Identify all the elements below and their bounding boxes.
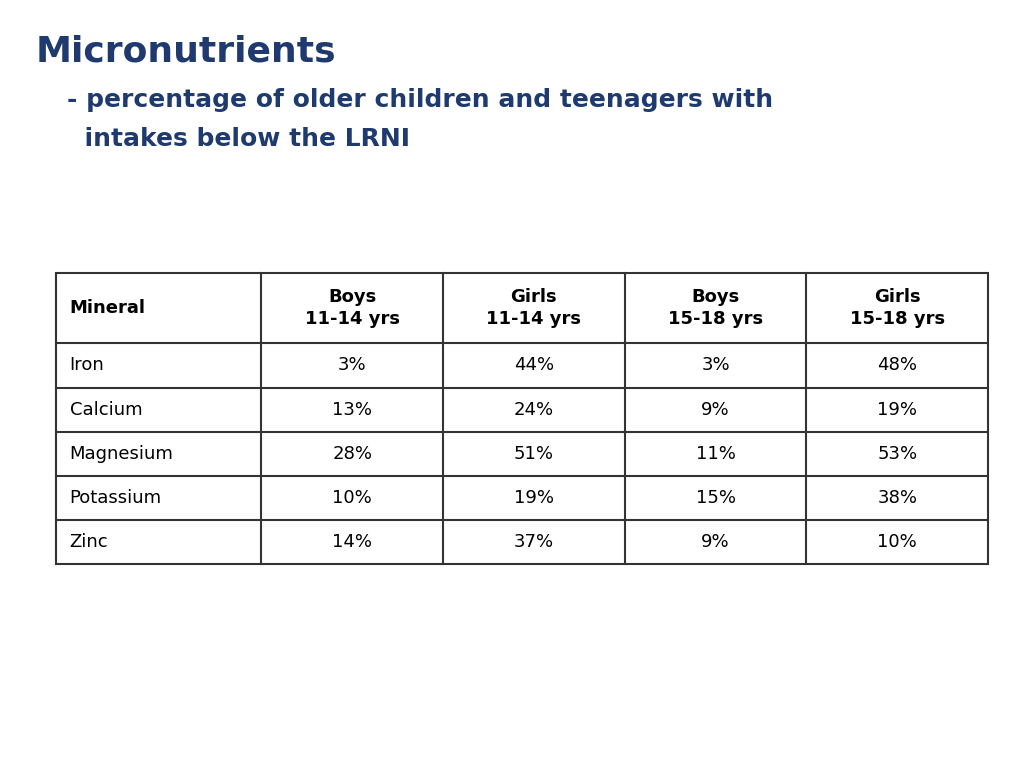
Text: Mineral: Mineral [70,299,145,317]
Text: 9%: 9% [701,533,730,551]
Text: Zinc: Zinc [70,533,109,551]
Text: 51%: 51% [514,445,554,463]
Text: 19%: 19% [514,489,554,507]
Text: Micronutrients: Micronutrients [36,35,337,68]
Text: Girls
15-18 yrs: Girls 15-18 yrs [850,288,945,328]
Text: Potassium: Potassium [70,489,162,507]
Text: 10%: 10% [878,533,918,551]
Bar [56,273,988,564]
Text: 15%: 15% [695,489,735,507]
Text: 9%: 9% [701,401,730,419]
Text: Boys
11-14 yrs: Boys 11-14 yrs [305,288,399,328]
Text: 11%: 11% [695,445,735,463]
Text: 3%: 3% [338,356,367,375]
Text: 48%: 48% [878,356,918,375]
Text: 38%: 38% [878,489,918,507]
Text: intakes below the LRNI: intakes below the LRNI [67,127,410,151]
Text: 24%: 24% [514,401,554,419]
Text: 10%: 10% [333,489,372,507]
Text: 53%: 53% [878,445,918,463]
Text: 13%: 13% [332,401,372,419]
Text: 14%: 14% [332,533,372,551]
Text: 19%: 19% [878,401,918,419]
Text: Girls
11-14 yrs: Girls 11-14 yrs [486,288,582,328]
Text: 3%: 3% [701,356,730,375]
Text: Iron: Iron [70,356,104,375]
Text: 28%: 28% [332,445,372,463]
Text: Magnesium: Magnesium [70,445,173,463]
Text: - percentage of older children and teenagers with: - percentage of older children and teena… [67,88,773,112]
Text: 44%: 44% [514,356,554,375]
Text: Boys
15-18 yrs: Boys 15-18 yrs [668,288,763,328]
Text: Calcium: Calcium [70,401,142,419]
Text: 37%: 37% [514,533,554,551]
